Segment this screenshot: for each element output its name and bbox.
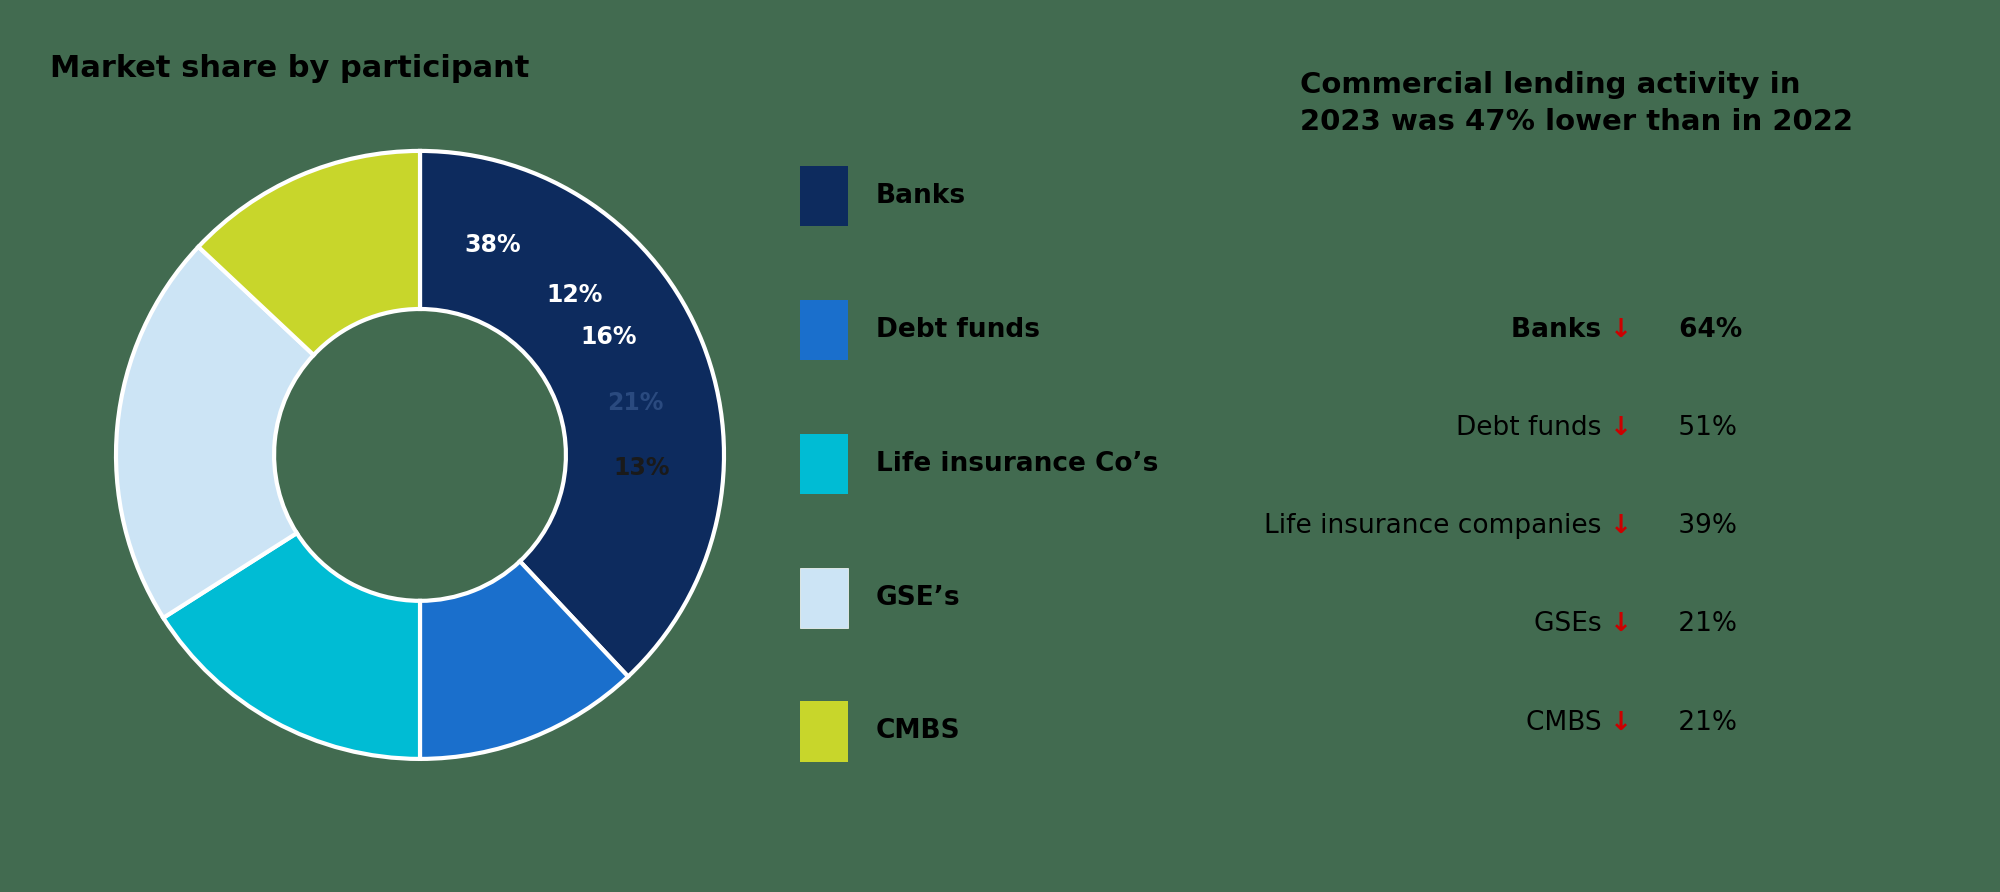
- Text: 21%: 21%: [608, 391, 664, 415]
- Text: Commercial lending activity in
2023 was 47% lower than in 2022: Commercial lending activity in 2023 was …: [1300, 71, 1852, 136]
- Text: 13%: 13%: [614, 457, 670, 481]
- Wedge shape: [164, 533, 420, 759]
- Text: GSEs: GSEs: [1534, 611, 1610, 638]
- Text: Debt funds: Debt funds: [1456, 415, 1610, 442]
- Text: GSE’s: GSE’s: [876, 584, 960, 611]
- Text: ↓: ↓: [1610, 415, 1632, 442]
- Text: ↓: ↓: [1610, 611, 1632, 638]
- Text: CMBS: CMBS: [1526, 709, 1610, 736]
- Text: ↓: ↓: [1610, 513, 1632, 540]
- Text: 38%: 38%: [464, 233, 520, 257]
- FancyBboxPatch shape: [800, 701, 848, 762]
- Text: Banks: Banks: [876, 183, 966, 210]
- Text: Life insurance companies: Life insurance companies: [1264, 513, 1610, 540]
- FancyBboxPatch shape: [800, 300, 848, 360]
- Text: 12%: 12%: [546, 284, 602, 307]
- Text: Market share by participant: Market share by participant: [50, 54, 530, 83]
- Text: 21%: 21%: [1670, 709, 1738, 736]
- Text: Life insurance Co’s: Life insurance Co’s: [876, 450, 1158, 477]
- Text: CMBS: CMBS: [876, 718, 960, 745]
- Wedge shape: [198, 151, 420, 355]
- Text: 16%: 16%: [580, 326, 636, 350]
- Text: 51%: 51%: [1670, 415, 1738, 442]
- Text: 39%: 39%: [1670, 513, 1738, 540]
- FancyBboxPatch shape: [800, 434, 848, 494]
- Text: ↓: ↓: [1610, 317, 1632, 343]
- FancyBboxPatch shape: [800, 166, 848, 227]
- Text: 21%: 21%: [1670, 611, 1738, 638]
- Text: 64%: 64%: [1670, 317, 1742, 343]
- Wedge shape: [116, 247, 314, 618]
- FancyBboxPatch shape: [800, 567, 848, 628]
- Text: Banks: Banks: [1510, 317, 1610, 343]
- Wedge shape: [420, 151, 724, 676]
- Text: ↓: ↓: [1610, 709, 1632, 736]
- Text: Debt funds: Debt funds: [876, 317, 1040, 343]
- Wedge shape: [420, 561, 628, 759]
